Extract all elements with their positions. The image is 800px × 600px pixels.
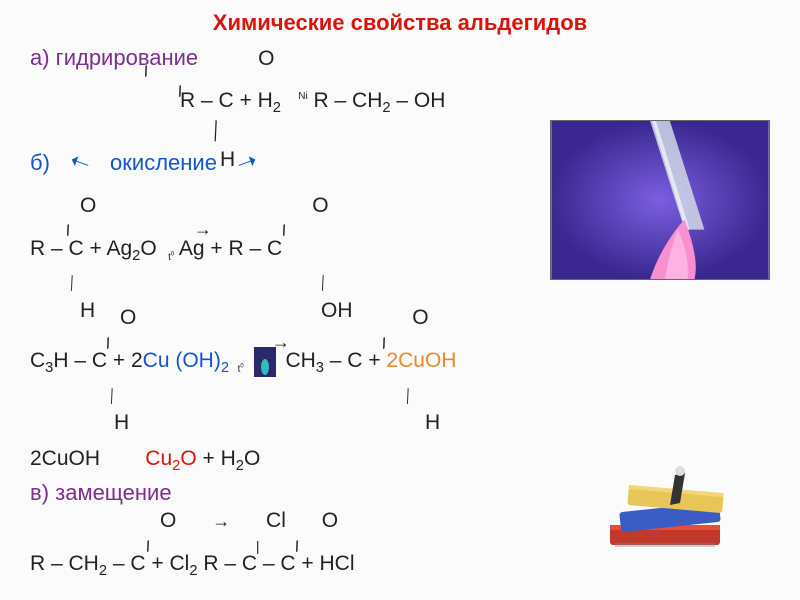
section-a-label: а) гидрирование xyxy=(30,45,198,71)
b-r2-c: C xyxy=(30,349,45,372)
a-O-top: O xyxy=(258,44,274,73)
b-r1-prod: Ag + R – C xyxy=(179,237,282,260)
b-r2-main: C3H – C + 2Cu (OH)2 t0 CH3 – C + 2CuOH xyxy=(30,346,770,379)
b-r3-cuoh: 2CuOH xyxy=(30,447,100,470)
c-cl2: + Cl xyxy=(151,552,189,575)
arrow-icon xyxy=(287,87,293,115)
b-r2-bottom: ╲ ╲ H H xyxy=(30,379,770,438)
b-r2-plus: + 2 xyxy=(113,349,143,372)
c-rch2: R – CH xyxy=(30,552,99,575)
H2b: H xyxy=(425,411,440,434)
cu2o-product: Cu2O xyxy=(145,447,196,470)
b-r2-plus2: + xyxy=(368,349,386,372)
single-bond-icon: ╲ xyxy=(205,120,225,144)
b-r2-ch3: CH xyxy=(285,349,315,372)
ag2o-O: O xyxy=(140,237,156,260)
b-r3-h2o: + H xyxy=(203,447,236,470)
a-oh: – OH xyxy=(396,89,445,112)
chemistry-slide: Химические свойства альдегидов а) гидрир… xyxy=(0,0,800,600)
cu-oh2: Cu (OH)2 xyxy=(143,349,229,372)
a-product: R – CH xyxy=(314,89,383,112)
single-bond-icon: ╲ xyxy=(315,275,330,293)
ni-catalyst: Ni xyxy=(298,91,307,102)
b-r2-hc: H – C xyxy=(53,349,107,372)
single-bond-icon: ╲ xyxy=(104,387,119,405)
c-cl2sub: 2 xyxy=(189,563,197,579)
t0-label: t0 xyxy=(163,252,175,263)
a-reactant: R – C xyxy=(180,89,234,112)
oxygen-label: O xyxy=(258,47,274,70)
sub-h2o: 2 xyxy=(236,458,244,474)
b-r1-rc: R – C xyxy=(30,237,84,260)
H2: H xyxy=(114,411,129,434)
slide-title: Химические свойства альдегидов xyxy=(30,10,770,36)
c-sub2: 2 xyxy=(99,563,107,579)
h2o-O: O xyxy=(244,447,260,470)
c-prod: R – C – C xyxy=(203,552,295,575)
sub3b: 3 xyxy=(316,360,324,376)
mini-test-tube-icon xyxy=(254,347,276,377)
single-bond-icon: ╲ xyxy=(64,275,79,293)
b-r2-c2: – C xyxy=(324,349,363,372)
cuoh-product: 2CuOH xyxy=(386,349,456,372)
b-r1-ag: + Ag xyxy=(90,237,133,260)
books-image xyxy=(600,455,740,565)
a-h2: + H xyxy=(240,89,273,112)
t0-label2: t0 xyxy=(235,364,244,375)
section-a-row: а) гидрирование O xyxy=(30,44,770,75)
c-c: – C xyxy=(107,552,146,575)
arrow-icon xyxy=(120,445,126,473)
test-tube-image xyxy=(550,120,770,280)
single-bond-icon: ╲ xyxy=(400,387,415,405)
c-hcl: + HCl xyxy=(301,552,354,575)
